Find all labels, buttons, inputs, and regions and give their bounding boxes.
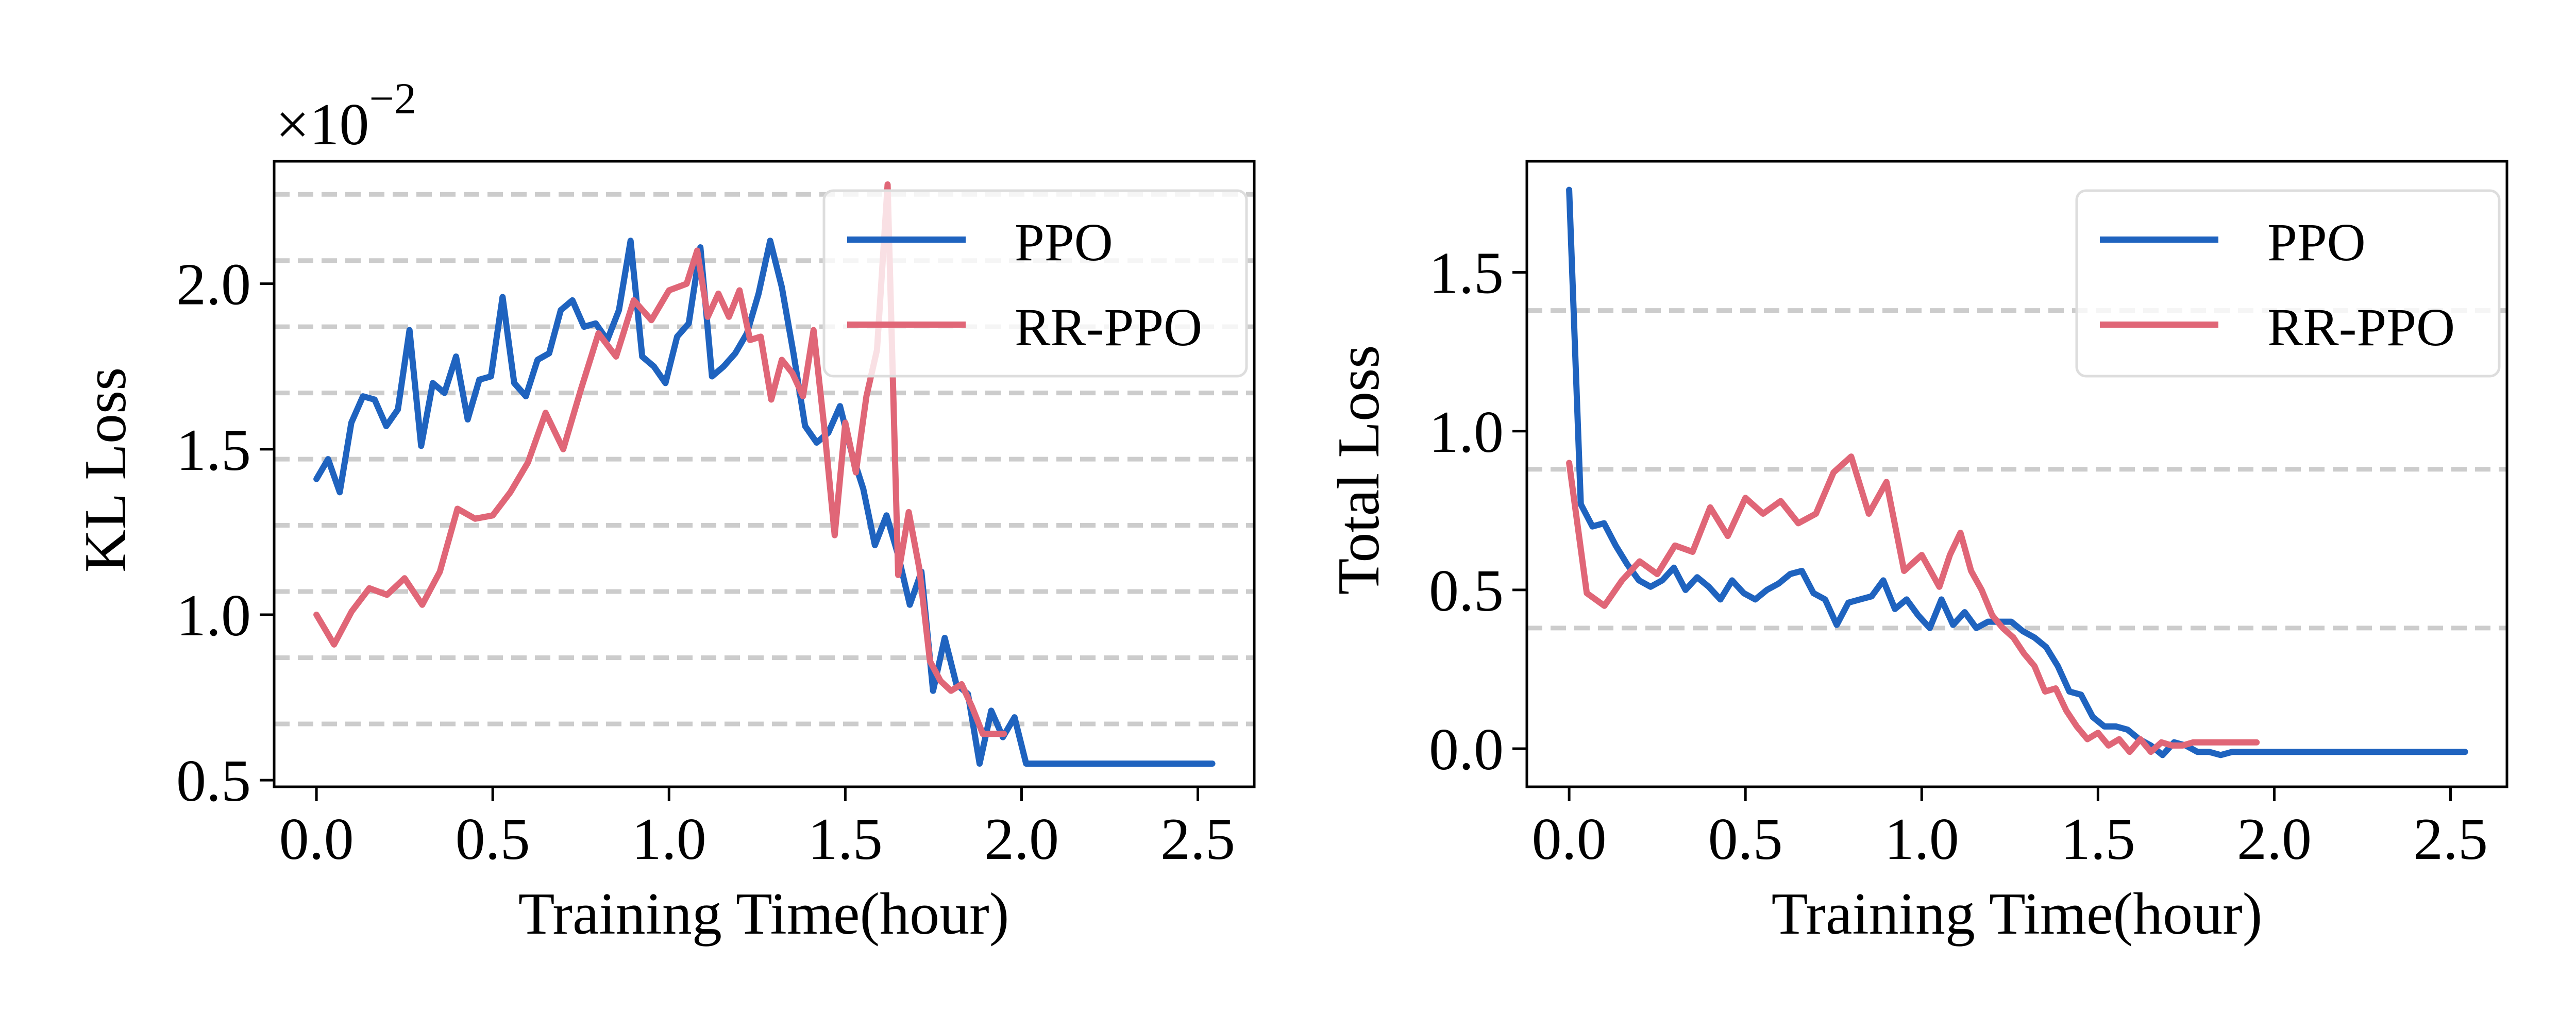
total-loss-y-tick-label-3: 1.5 [1429,241,1504,307]
kl-loss-x-tick-label-2: 1.0 [632,806,706,872]
kl-loss-axes-frame [273,160,1256,788]
kl-loss-legend-label-rr-ppo: RR-PPO [1015,298,1202,357]
total-loss-y-axis-label: Total Loss [1326,345,1392,595]
kl-loss-legend: PPO RR-PPO [822,189,1248,378]
kl-loss-x-tick-label-1: 0.5 [456,806,530,872]
total-loss-x-tick-label-2: 1.0 [1884,806,1959,872]
total-loss-series-rr-ppo-line [1566,453,2260,755]
total-loss-x-tick-label-0: 0.0 [1532,806,1607,872]
kl-loss-y-tick-label-1: 1.0 [176,583,251,649]
kl-loss-y-tick-label-0: 0.5 [176,748,251,814]
total-loss-x-tick-label-1: 0.5 [1708,806,1783,872]
total-loss-plot-area: 0.0 0.5 1.0 1.5 2.0 2.5 0.0 0.5 1.0 1.5 PPO RR-PPO [1429,160,2508,872]
total-loss-legend: PPO RR-PPO [2075,189,2501,378]
kl-loss-x-axis-label: Training Time(hour) [518,881,1009,947]
total-loss-axes-frame [1525,160,2508,788]
kl-loss-y-tick-label-2: 1.5 [176,417,251,483]
total-loss-legend-label-ppo: PPO [2267,213,2366,272]
kl-loss-x-tick-label-5: 2.5 [1160,806,1235,872]
total-loss-x-axis-label: Training Time(hour) [1772,881,2263,947]
total-loss-x-tick-label-3: 1.5 [2061,806,2135,872]
kl-loss-series-rr-ppo-line [313,181,1007,737]
kl-loss-x-tick-label-3: 1.5 [808,806,883,872]
y-multiplier: ×10−2 [276,74,416,158]
kl-loss-legend-label-ppo: PPO [1015,213,1113,272]
total-loss-panel: 0.0 0.5 1.0 1.5 2.0 2.50.00.51.01.5 PPORR-PPO … [1326,160,2508,947]
total-loss-series-ppo-line [1566,187,2468,758]
kl-loss-x-tick-label-4: 2.0 [984,806,1059,872]
total-loss-y-tick-label-1: 0.5 [1429,558,1504,624]
kl-loss-plot-area: 0.0 0.5 1.0 1.5 2.0 2.5 0.5 1.0 1.5 2.0 PPO RR-PPO [176,160,1256,872]
kl-loss-panel: ×10−2 0.0 0.5 1.0 1.5 2.0 2.5 0.5 1.0 1.5 2.0 PPO R… [73,74,1256,947]
total-loss-legend-label-rr-ppo: RR-PPO [2267,298,2455,357]
kl-loss-y-axis-label: KL Loss [73,367,139,572]
kl-loss-x-tick-label-0: 0.0 [279,806,354,872]
total-loss-x-tick-label-4: 2.0 [2237,806,2312,872]
total-loss-y-tick-label-0: 0.0 [1429,717,1504,783]
kl-loss-series-ppo-line [313,238,1216,767]
kl-loss-y-tick-label-3: 2.0 [176,252,251,318]
total-loss-y-tick-label-2: 1.0 [1429,399,1504,465]
total-loss-x-tick-label-5: 2.5 [2413,806,2488,872]
